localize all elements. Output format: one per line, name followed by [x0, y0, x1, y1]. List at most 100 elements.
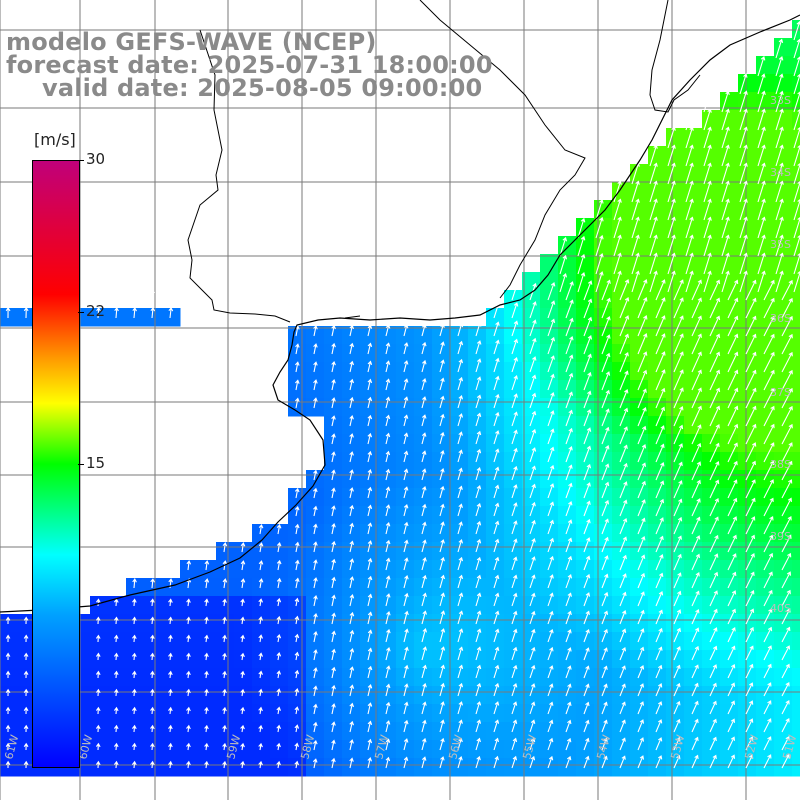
wind-cell [414, 398, 433, 417]
wind-cell [90, 686, 109, 705]
wind-cell [522, 470, 541, 489]
wind-cell [576, 326, 595, 345]
wind-cell [396, 398, 415, 417]
wind-cell [792, 614, 800, 633]
wind-cell [756, 542, 775, 561]
wind-cell [540, 308, 559, 327]
wind-cell [180, 758, 199, 777]
wind-cell [594, 524, 613, 543]
wind-cell [0, 308, 19, 327]
wind-cell [450, 596, 469, 615]
wind-cell [630, 686, 649, 705]
wind-cell [540, 380, 559, 399]
wind-cell [486, 542, 505, 561]
wind-cell [126, 686, 145, 705]
wind-cell [432, 614, 451, 633]
wind-cell [666, 542, 685, 561]
wind-cell [702, 524, 721, 543]
wind-cell [126, 704, 145, 723]
wind-cell [594, 578, 613, 597]
wind-cell [216, 686, 235, 705]
wind-cell [504, 416, 523, 435]
wind-cell [522, 524, 541, 543]
wind-cell [396, 722, 415, 741]
wind-cell [504, 344, 523, 363]
wind-cell [0, 758, 19, 777]
wind-cell [468, 488, 487, 507]
wind-arrow [6, 290, 10, 300]
wind-arrow [169, 561, 173, 570]
wind-cell [684, 650, 703, 669]
wind-cell [504, 380, 523, 399]
wind-cell [702, 650, 721, 669]
wind-cell [432, 632, 451, 651]
wind-cell [558, 614, 577, 633]
wind-cell [630, 722, 649, 741]
wind-cell [558, 506, 577, 525]
wind-cell [162, 722, 181, 741]
wind-cell [720, 668, 739, 687]
wind-cell [108, 650, 127, 669]
wind-cell [450, 578, 469, 597]
wind-cell [450, 632, 469, 651]
wind-cell [576, 452, 595, 471]
wind-cell [630, 650, 649, 669]
wind-cell [612, 452, 631, 471]
wind-cell [432, 704, 451, 723]
latitude-label: 40S [770, 602, 791, 615]
wind-cell [90, 632, 109, 651]
wind-cell [738, 452, 757, 471]
wind-cell [396, 668, 415, 687]
wind-cell [576, 506, 595, 525]
wind-cell [468, 452, 487, 471]
wind-cell [774, 704, 793, 723]
wind-cell [720, 614, 739, 633]
wind-arrow [223, 308, 227, 318]
wind-cell [0, 686, 19, 705]
wind-cell [486, 632, 505, 651]
wind-cell [180, 614, 199, 633]
wind-cell [666, 668, 685, 687]
wind-cell [630, 488, 649, 507]
latitude-label: 33S [770, 94, 791, 107]
wind-cell [414, 722, 433, 741]
wind-cell [432, 722, 451, 741]
wind-cell [576, 668, 595, 687]
wind-cell [756, 326, 775, 345]
wind-cell [576, 578, 595, 597]
wind-cell [792, 416, 800, 435]
wind-cell [612, 740, 631, 759]
wind-cell [666, 614, 685, 633]
wind-cell [612, 578, 631, 597]
wind-cell [486, 758, 505, 777]
wind-cell [792, 470, 800, 489]
wind-cell [720, 632, 739, 651]
wind-cell [648, 578, 667, 597]
colorbar-tick-mark [78, 160, 84, 161]
wind-cell [216, 650, 235, 669]
wind-cell [720, 452, 739, 471]
colorbar-unit-label: [m/s] [34, 130, 76, 149]
wind-cell [396, 632, 415, 651]
wind-cell [792, 650, 800, 669]
wind-cell [630, 704, 649, 723]
wind-cell [774, 506, 793, 525]
wind-cell [162, 704, 181, 723]
wind-cell [558, 308, 577, 327]
wind-cell [540, 668, 559, 687]
wind-cell [432, 668, 451, 687]
wind-cell [144, 632, 163, 651]
wind-cell [648, 614, 667, 633]
wind-cell [792, 596, 800, 615]
wind-cell [576, 632, 595, 651]
wind-cell [468, 434, 487, 453]
wind-cell [468, 524, 487, 543]
wind-cell [630, 452, 649, 471]
wind-cell [576, 722, 595, 741]
wind-cell [540, 542, 559, 561]
wind-cell [468, 740, 487, 759]
wind-cell [144, 722, 163, 741]
wind-cell [522, 488, 541, 507]
wind-cell [198, 632, 217, 651]
